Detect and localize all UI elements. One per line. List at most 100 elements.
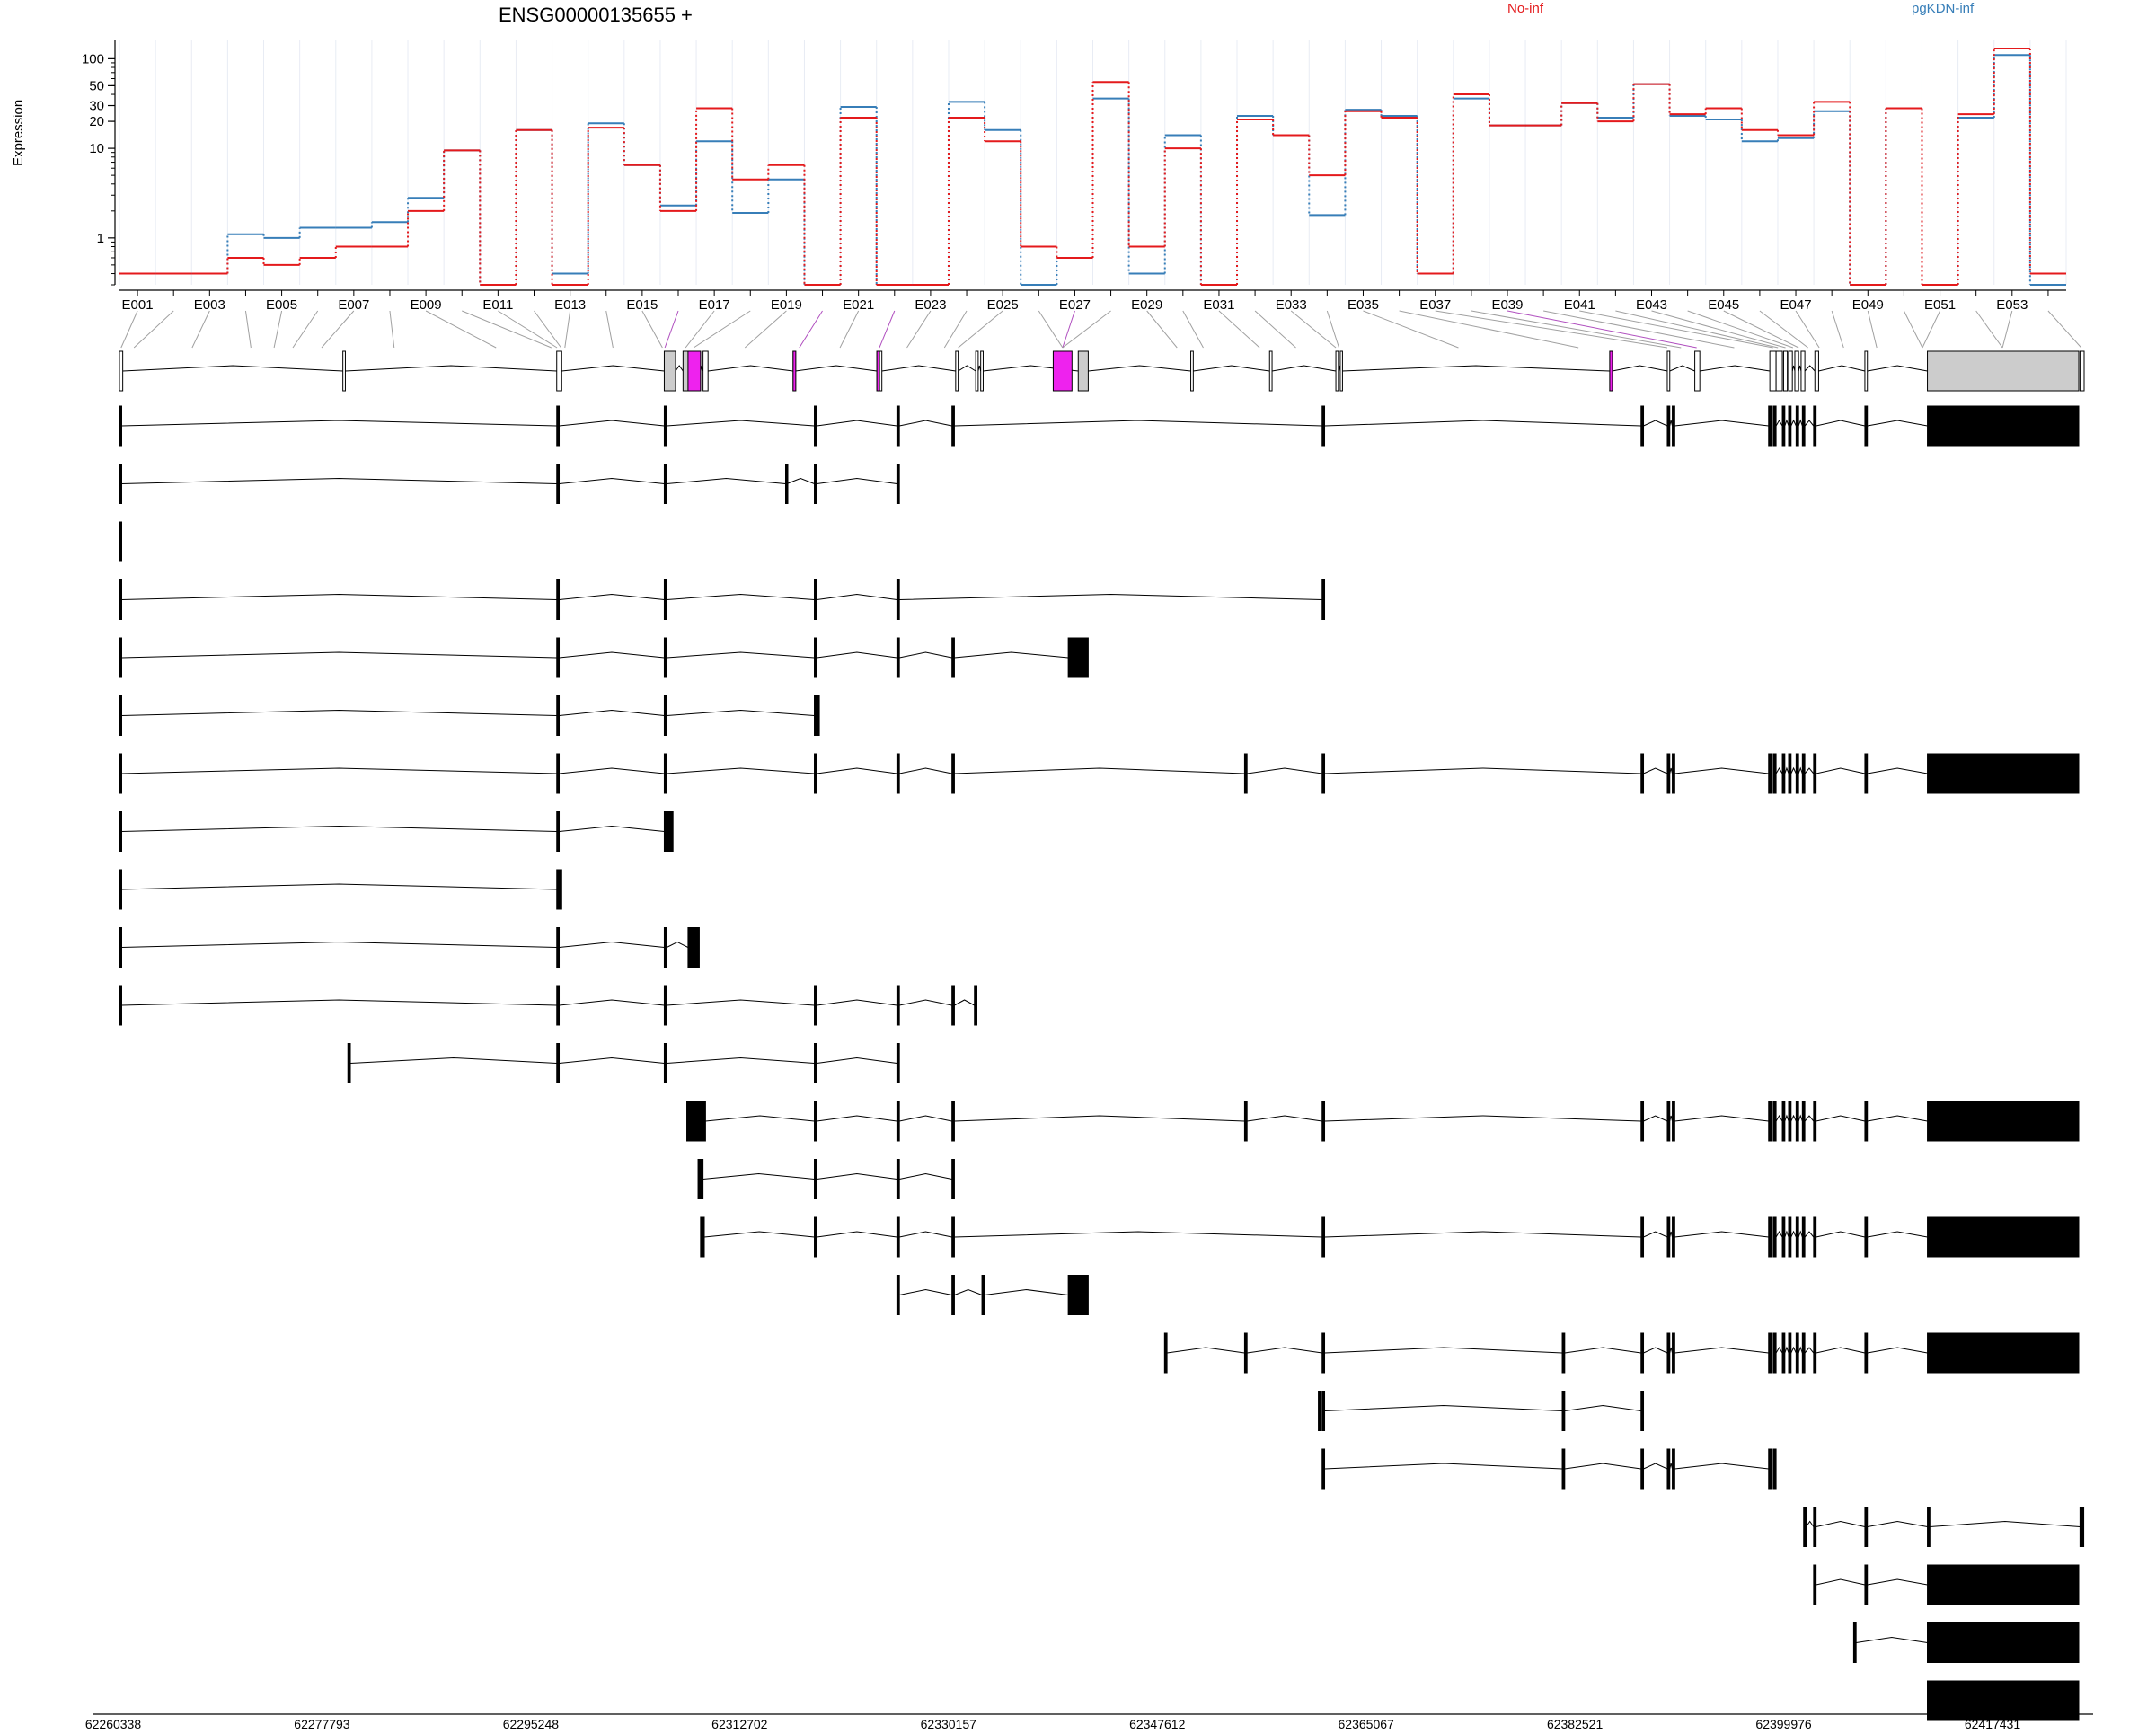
exon-connector bbox=[1471, 310, 1682, 349]
intron bbox=[1816, 1115, 1866, 1122]
exon-block bbox=[663, 405, 667, 447]
intron bbox=[667, 651, 815, 659]
exon-block bbox=[1769, 350, 1777, 392]
intron bbox=[1643, 1231, 1668, 1238]
intron bbox=[1324, 767, 1641, 774]
exon-connector bbox=[191, 310, 210, 349]
exon-block bbox=[1666, 350, 1671, 392]
exon-block bbox=[663, 464, 667, 504]
intron bbox=[1324, 1347, 1563, 1354]
intron bbox=[122, 365, 343, 372]
exon-block bbox=[1852, 1622, 1857, 1663]
intron bbox=[1674, 1115, 1769, 1122]
exon-block bbox=[1864, 1507, 1869, 1547]
exon-block bbox=[2079, 1507, 2085, 1547]
exon-block bbox=[1781, 753, 1786, 794]
intron bbox=[1324, 1115, 1641, 1122]
exon-block bbox=[1561, 1332, 1566, 1374]
intron bbox=[817, 477, 897, 484]
exon-connectors bbox=[120, 310, 2082, 349]
exon-block bbox=[556, 405, 561, 447]
exon-connector bbox=[1038, 310, 1064, 349]
exon-block bbox=[1561, 1391, 1566, 1431]
exon-connector bbox=[1218, 310, 1260, 349]
exon-block bbox=[1927, 753, 2080, 794]
intron bbox=[817, 651, 897, 659]
exon-block bbox=[1813, 1216, 1817, 1258]
exon-block bbox=[1927, 350, 2080, 392]
exon-block bbox=[1794, 350, 1799, 392]
exon-block bbox=[1813, 1507, 1817, 1547]
transcript-row bbox=[1803, 1507, 2085, 1547]
exon-block bbox=[119, 405, 122, 447]
exon-connector bbox=[1723, 310, 1799, 349]
intron bbox=[1856, 1636, 1928, 1643]
exon-label: E007 bbox=[338, 297, 369, 313]
y-tick-label: 30 bbox=[89, 99, 104, 114]
intron bbox=[559, 1057, 665, 1064]
exon-block bbox=[697, 1159, 704, 1199]
exon-block bbox=[1801, 1332, 1806, 1374]
exon-label: E017 bbox=[699, 297, 730, 313]
exon-block bbox=[119, 637, 122, 678]
exon-label: E003 bbox=[194, 297, 225, 313]
gene-model bbox=[119, 350, 2085, 392]
intron bbox=[899, 593, 1322, 600]
intron bbox=[1564, 1463, 1641, 1470]
intron bbox=[559, 420, 665, 427]
exon-block bbox=[1864, 1216, 1869, 1258]
intron bbox=[559, 651, 665, 659]
exon-block bbox=[1318, 1391, 1321, 1431]
highlighted-exon bbox=[876, 350, 880, 392]
exon-labels: E001 E003 E005 E007 E009 E011 E013 E015 E017 E019… bbox=[119, 289, 2066, 313]
intron bbox=[1930, 1520, 2081, 1527]
y-tick-label: 1 bbox=[97, 231, 104, 246]
exon-block bbox=[1672, 1216, 1675, 1258]
exon-block bbox=[1672, 1332, 1675, 1374]
intron bbox=[954, 1115, 1245, 1122]
intron bbox=[559, 593, 665, 600]
exon-label: E037 bbox=[1419, 297, 1451, 313]
exon-block bbox=[1768, 1216, 1773, 1258]
intron bbox=[1247, 1115, 1322, 1122]
y-tick-label: 10 bbox=[89, 141, 104, 156]
exon-block bbox=[663, 927, 667, 968]
intron bbox=[786, 477, 815, 484]
exon-label: E035 bbox=[1348, 297, 1379, 313]
exon-connector bbox=[1687, 310, 1794, 349]
intron bbox=[817, 1057, 897, 1064]
series-no-inf bbox=[119, 47, 2066, 286]
exon-label: E027 bbox=[1059, 297, 1091, 313]
exon-connector bbox=[1975, 310, 2003, 349]
exon-block bbox=[1795, 1332, 1799, 1374]
intron bbox=[559, 999, 665, 1006]
intron bbox=[958, 365, 976, 372]
exon-block bbox=[663, 579, 667, 620]
intron bbox=[1564, 1404, 1641, 1411]
exon-connector bbox=[425, 310, 497, 349]
gene-model-row bbox=[119, 350, 2085, 392]
exon-connector bbox=[273, 310, 283, 349]
exon-block bbox=[702, 350, 709, 392]
intron bbox=[1804, 767, 1815, 774]
exon-block bbox=[896, 985, 900, 1026]
intron bbox=[1798, 1230, 1803, 1238]
exon-connector bbox=[879, 310, 896, 349]
genomic-tick-label: 62295248 bbox=[503, 1717, 560, 1731]
exon-block bbox=[1801, 1101, 1806, 1142]
exon-block bbox=[1788, 1216, 1792, 1258]
exon-connector bbox=[1146, 310, 1178, 349]
exon-block bbox=[1803, 1507, 1807, 1547]
exon-block bbox=[1672, 1448, 1675, 1490]
exon-connector bbox=[389, 310, 395, 349]
exon-block bbox=[814, 579, 817, 620]
intron bbox=[561, 365, 665, 372]
exon-label: E033 bbox=[1276, 297, 1307, 313]
exon-block bbox=[556, 753, 561, 794]
exon-label: E041 bbox=[1564, 297, 1595, 313]
exon-block bbox=[1795, 1216, 1799, 1258]
y-tick-label: 20 bbox=[89, 114, 104, 129]
exon-connector bbox=[1903, 310, 1923, 349]
